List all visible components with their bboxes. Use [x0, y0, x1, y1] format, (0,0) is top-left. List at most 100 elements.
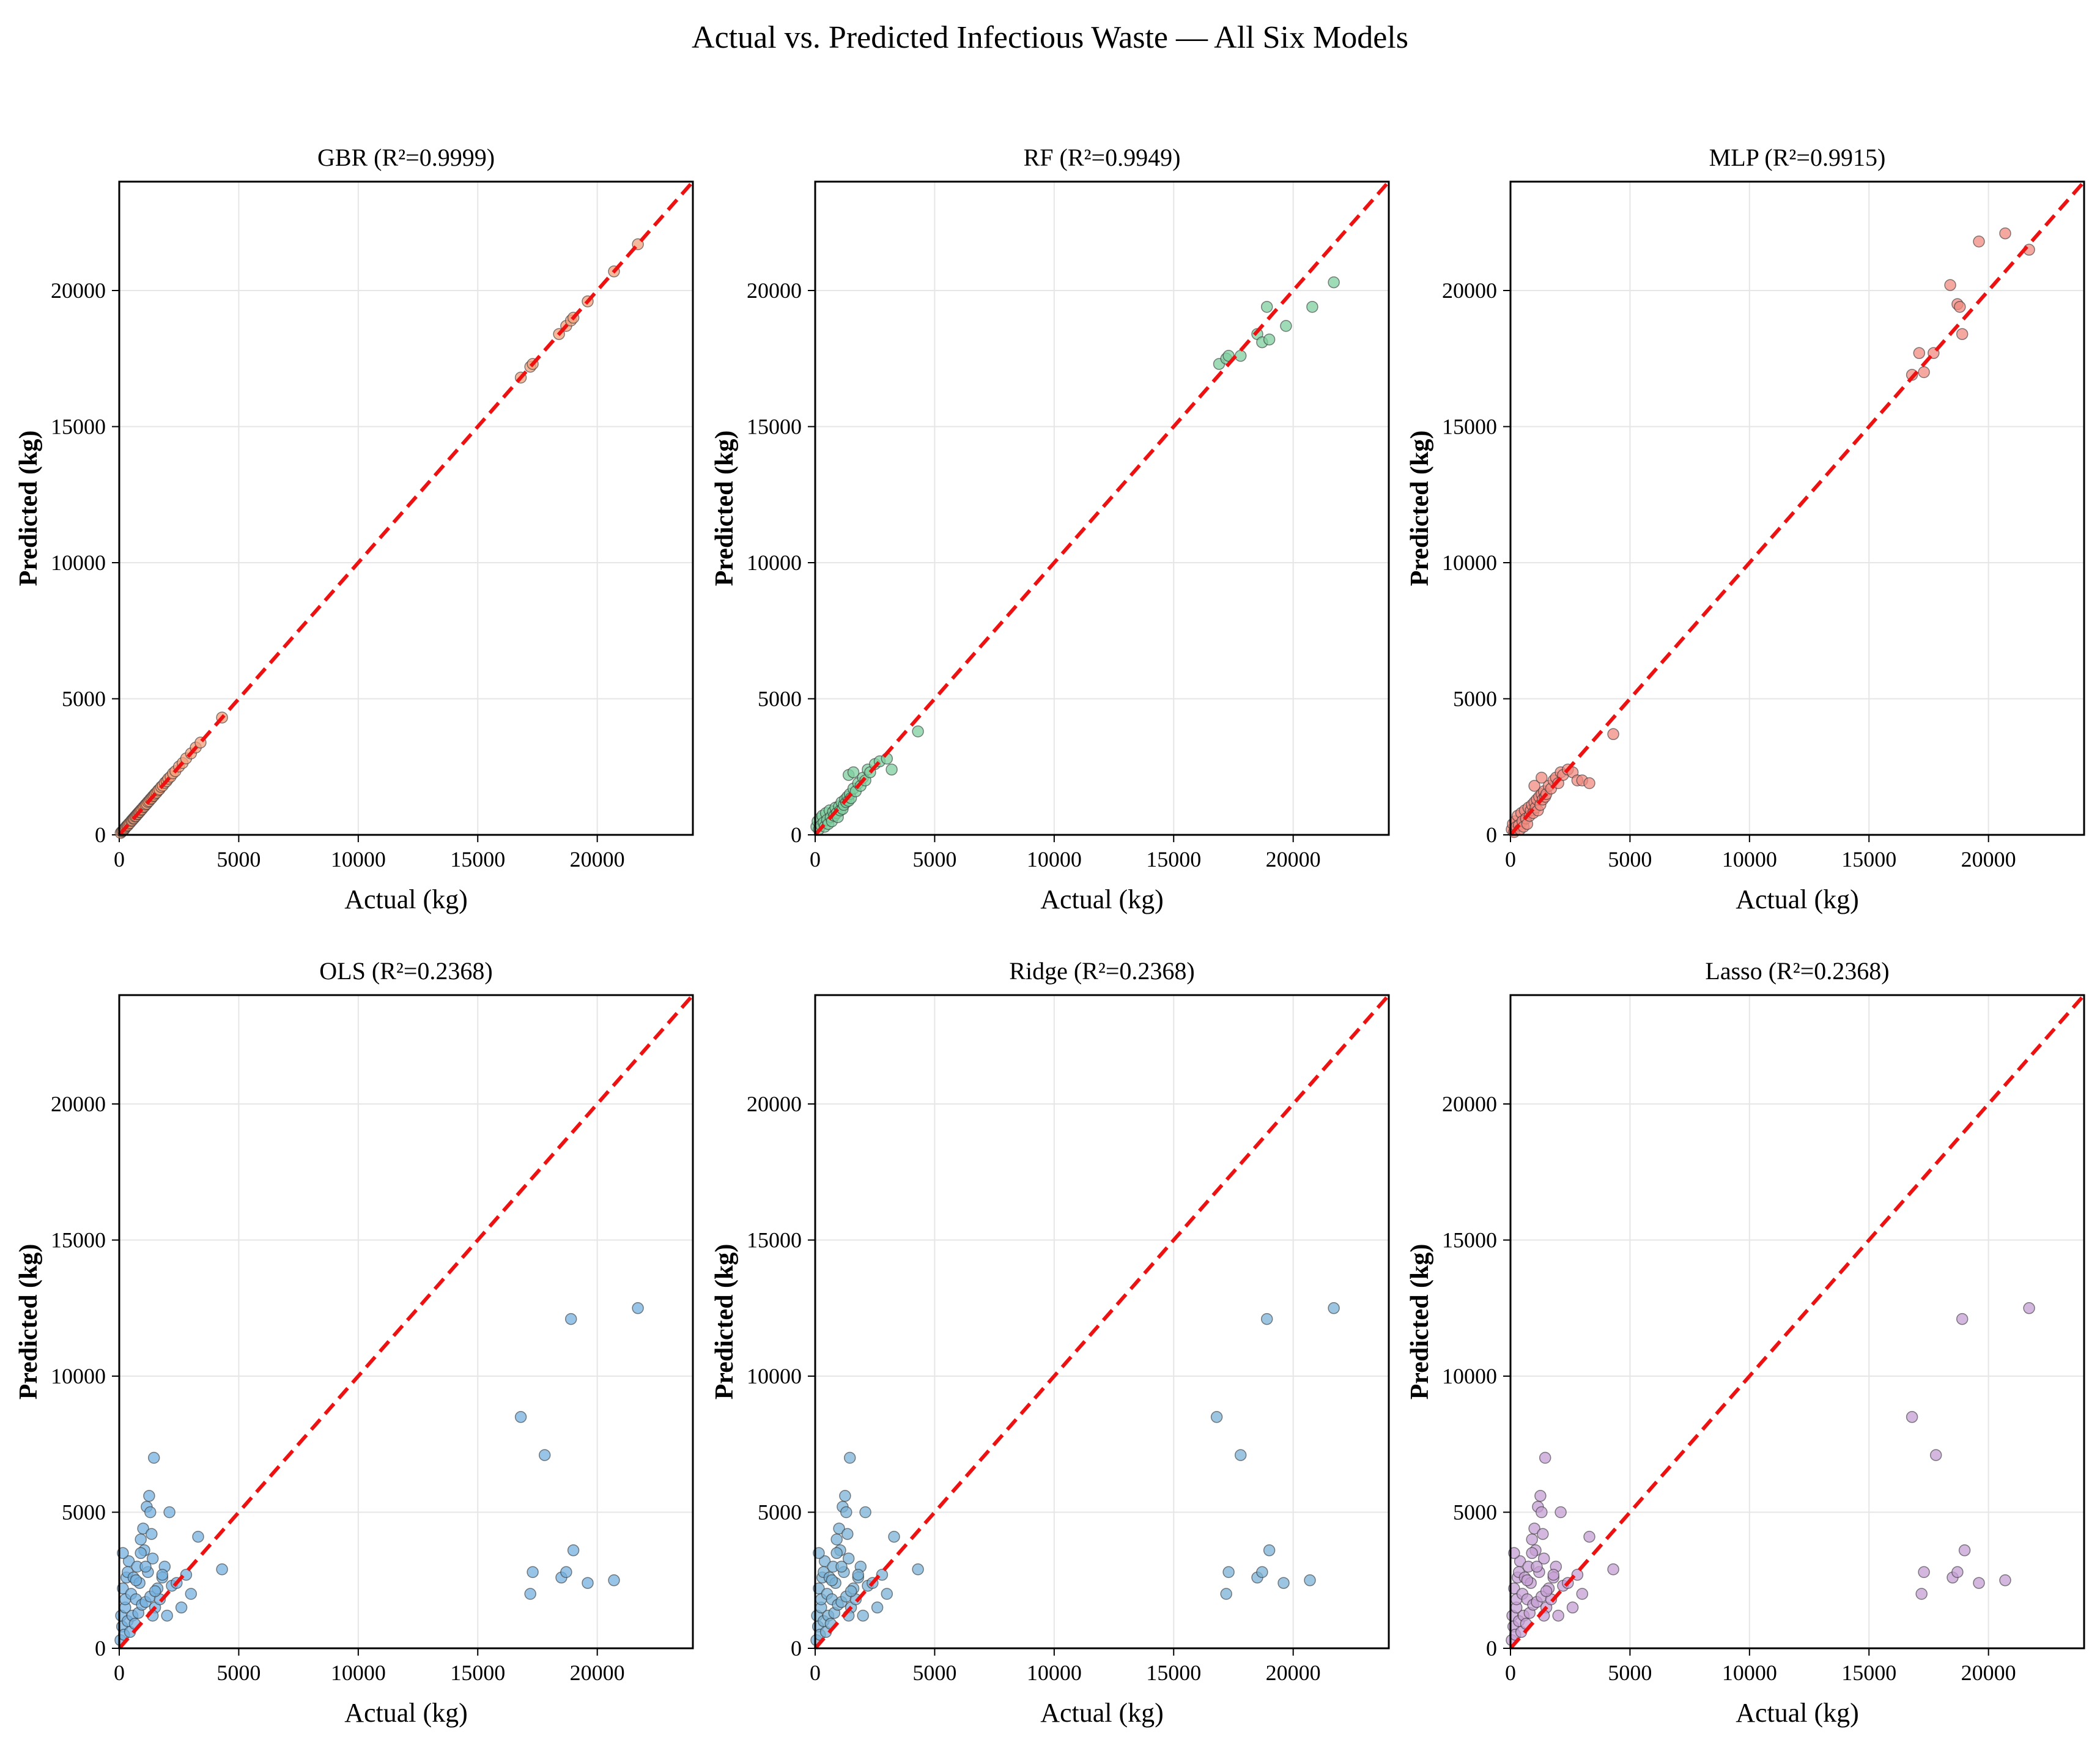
scatter-point — [144, 1506, 157, 1519]
scatter-point — [859, 1506, 871, 1519]
x-tick-label: 20000 — [570, 847, 625, 872]
x-tick-label: 20000 — [1266, 1661, 1321, 1685]
scatter-point — [1280, 320, 1292, 332]
chart-panel-1: 0 5000 10000 15000 20000 0 5000 10000 15000 20000… — [711, 144, 1391, 914]
scatter-point — [1537, 1528, 1549, 1540]
y-axis-label: Predicted (kg) — [1406, 1244, 1434, 1400]
panel-title: Ridge (R²=0.2368) — [1009, 957, 1194, 985]
scatter-point — [147, 1451, 160, 1464]
y-tick-label: 10000 — [51, 1364, 106, 1388]
scatter-point — [1277, 1577, 1290, 1589]
scatter-point — [1583, 1530, 1595, 1543]
scatter-point — [514, 1411, 527, 1423]
panel-title: GBR (R²=0.9999) — [317, 144, 495, 171]
scatter-point — [1526, 1533, 1538, 1546]
scatter-point — [1540, 1585, 1553, 1598]
scatter-point — [163, 1506, 176, 1519]
chart-panel-2: 0 5000 10000 15000 20000 0 5000 10000 15000 20000… — [1406, 144, 2086, 914]
scatter-point — [842, 1552, 855, 1565]
scatter-point — [130, 1574, 142, 1587]
scatter-point — [1531, 1560, 1543, 1573]
reference-line — [117, 180, 695, 836]
scatter-point — [1210, 1411, 1223, 1423]
reference-line — [813, 180, 1391, 836]
y-tick-label: 5000 — [62, 687, 106, 711]
scatter-point — [1918, 1566, 1930, 1579]
x-tick-label: 10000 — [331, 1661, 386, 1685]
chart-panel-0: 0 5000 10000 15000 20000 0 5000 10000 15000 20000… — [15, 144, 695, 914]
scatter-point — [538, 1449, 551, 1461]
scatter-point — [1306, 300, 1318, 313]
reference-line — [1509, 994, 2086, 1650]
y-tick-label: 20000 — [51, 1092, 106, 1116]
x-tick-label: 0 — [810, 847, 821, 872]
scatter-point — [1973, 1577, 1985, 1589]
x-tick-label: 15000 — [1841, 1661, 1896, 1685]
y-tick-label: 20000 — [747, 278, 802, 303]
y-tick-label: 20000 — [747, 1092, 802, 1116]
x-axis-label: Actual (kg) — [1736, 884, 1859, 914]
scatter-points — [114, 1302, 644, 1646]
panel-title: RF (R²=0.9949) — [1024, 144, 1181, 171]
panel-title: OLS (R²=0.2368) — [319, 957, 492, 985]
scatter-point — [2023, 1302, 2035, 1314]
x-tick-label: 15000 — [1841, 847, 1896, 872]
scatter-point — [156, 1569, 169, 1581]
scatter-point — [843, 1451, 856, 1464]
scatter-point — [146, 1528, 158, 1540]
x-tick-label: 20000 — [1961, 1661, 2016, 1685]
x-tick-label: 15000 — [1146, 847, 1201, 872]
scatter-point — [527, 1566, 539, 1579]
y-tick-label: 5000 — [758, 687, 802, 711]
x-axis-label: Actual (kg) — [344, 884, 468, 914]
scatter-point — [567, 1544, 580, 1557]
scatter-point — [1521, 1574, 1534, 1587]
y-axis-label: Predicted (kg) — [1406, 431, 1434, 587]
scatter-point — [137, 1522, 149, 1535]
reference-line — [117, 994, 695, 1650]
scatter-point — [1234, 350, 1247, 362]
scatter-point — [1263, 1544, 1276, 1557]
y-tick-label: 10000 — [1442, 1364, 1497, 1388]
x-tick-label: 0 — [114, 847, 125, 872]
reference-line — [1509, 180, 2086, 836]
x-tick-label: 5000 — [912, 1661, 956, 1685]
y-tick-label: 15000 — [747, 1228, 802, 1253]
panel-title: MLP (R²=0.9915) — [1709, 144, 1886, 171]
x-tick-label: 10000 — [1722, 1661, 1777, 1685]
scatter-point — [888, 1530, 900, 1543]
x-tick-label: 5000 — [1608, 847, 1652, 872]
scatter-point — [1234, 1449, 1247, 1461]
y-tick-label: 10000 — [1442, 550, 1497, 575]
scatter-point — [1929, 1449, 1942, 1461]
y-tick-label: 5000 — [758, 1500, 802, 1525]
axes-frame — [1509, 180, 2085, 836]
y-tick-label: 0 — [1486, 1636, 1497, 1661]
y-tick-label: 10000 — [51, 550, 106, 575]
scatter-point — [1536, 771, 1548, 784]
scatter-point — [175, 1601, 188, 1614]
scatter-point — [632, 1302, 644, 1314]
scatter-point — [881, 1588, 893, 1600]
scatter-point — [1260, 300, 1273, 313]
scatter-point — [1999, 1574, 2011, 1587]
scatter-point — [885, 763, 898, 776]
y-axis-label: Predicted (kg) — [711, 1244, 739, 1400]
y-tick-label: 10000 — [747, 1364, 802, 1388]
x-tick-label: 0 — [810, 1661, 821, 1685]
axes-frame — [814, 994, 1390, 1650]
scatter-point — [1956, 328, 1969, 340]
scatter-point — [1222, 1566, 1235, 1579]
scatter-point — [1583, 777, 1595, 790]
scatter-point — [1552, 1609, 1564, 1622]
scatter-point — [135, 1547, 147, 1560]
x-axis-label: Actual (kg) — [344, 1698, 468, 1728]
scatter-point — [912, 1563, 924, 1576]
y-tick-label: 15000 — [51, 415, 106, 439]
x-tick-label: 10000 — [1027, 1661, 1082, 1685]
y-axis-label: Predicted (kg) — [15, 431, 43, 587]
panel-title: Lasso (R²=0.2368) — [1705, 957, 1889, 985]
scatter-points — [1506, 227, 2035, 839]
scatter-point — [1536, 1506, 1548, 1519]
x-axis-label: Actual (kg) — [1040, 884, 1164, 914]
